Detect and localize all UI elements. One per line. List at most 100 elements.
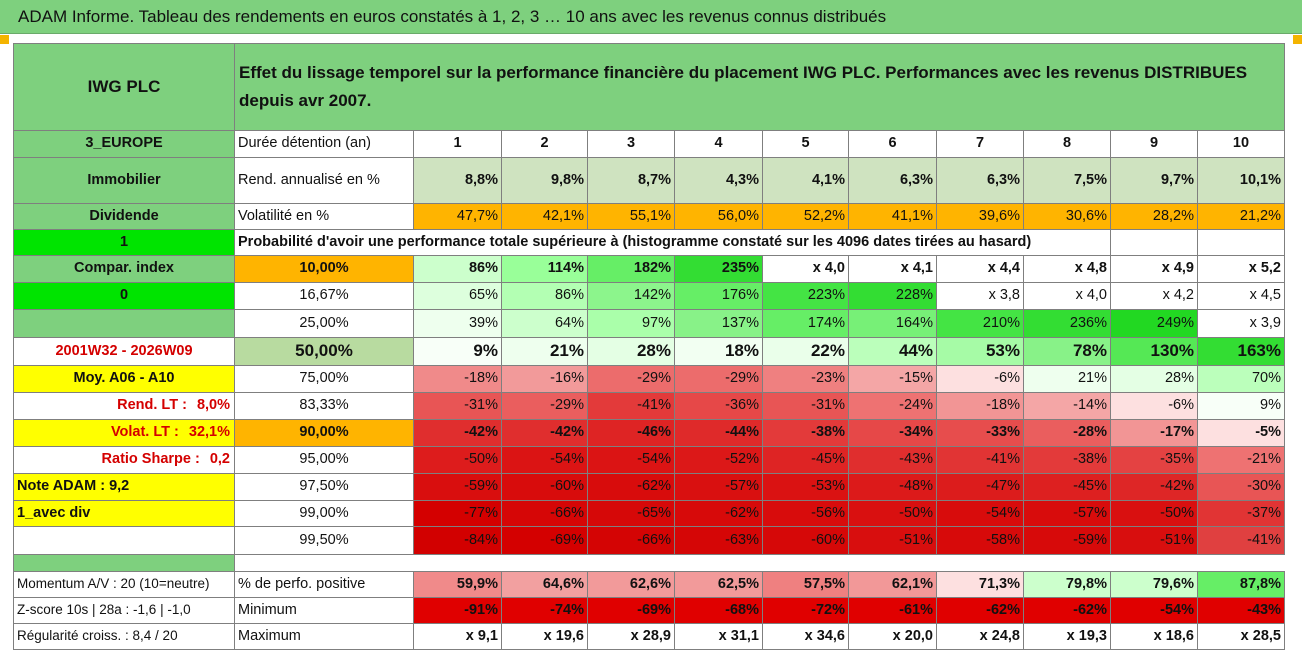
prob-cell: 137% [674, 309, 763, 338]
rend-lt-label-value: 8,0% [196, 397, 230, 414]
prob-cell: 78% [1023, 337, 1111, 366]
prob-cell: -18% [413, 365, 502, 393]
prob-cell: x 3,8 [936, 282, 1024, 310]
duration-header: 9 [1110, 130, 1198, 158]
prob-cell: -23% [762, 365, 849, 393]
prob-cell: -41% [1197, 526, 1285, 555]
footer-stat-label: Z-score 10s | 28a : -1,6 | -1,0 [13, 597, 235, 624]
prob-cell: -50% [413, 446, 502, 474]
prob-cell: -60% [501, 473, 588, 501]
prob-cell: -52% [674, 446, 763, 474]
prob-cell: x 4,4 [936, 255, 1024, 283]
prob-cell: -45% [1023, 473, 1111, 501]
sharpe-label: Ratio Sharpe : 0,2 [13, 446, 235, 474]
vol-cell: 52,2% [762, 203, 849, 230]
vol-cell: 28,2% [1110, 203, 1198, 230]
vol-cell: 39,6% [936, 203, 1024, 230]
footer-cell: -69% [587, 597, 675, 624]
duration-header: 10 [1197, 130, 1285, 158]
threshold-cell: 99,50% [234, 526, 414, 555]
footer-cell: 62,1% [848, 571, 937, 598]
rend-cell: 6,3% [848, 157, 937, 204]
prob-cell: -31% [762, 392, 849, 420]
prob-cell: -43% [848, 446, 937, 474]
threshold-cell: 95,00% [234, 446, 414, 474]
prob-cell: -62% [674, 500, 763, 527]
prob-cell: 182% [587, 255, 675, 283]
prob-cell: 28% [1110, 365, 1198, 393]
prob-cell: 130% [1110, 337, 1198, 366]
prob-cell: -21% [1197, 446, 1285, 474]
rend-cell: 8,7% [587, 157, 675, 204]
prob-cell: -38% [762, 419, 849, 447]
prob-cell: 235% [674, 255, 763, 283]
footer-cell: x 34,6 [762, 623, 849, 650]
duration-header: 6 [848, 130, 937, 158]
prob-cell: -51% [848, 526, 937, 555]
prob-cell: -66% [501, 500, 588, 527]
prob-cell: 9% [413, 337, 502, 366]
prob-cell: -58% [936, 526, 1024, 555]
threshold-cell: 16,67% [234, 282, 414, 310]
prob-cell: 70% [1197, 365, 1285, 393]
duration-header: 3 [587, 130, 675, 158]
prob-cell: -53% [762, 473, 849, 501]
footer-cell: -54% [1110, 597, 1198, 624]
vol-cell: 41,1% [848, 203, 937, 230]
prob-cell: -59% [413, 473, 502, 501]
prob-cell: 97% [587, 309, 675, 338]
prob-cell: -29% [587, 365, 675, 393]
corner-marker-left [0, 35, 9, 44]
rend-cell: 7,5% [1023, 157, 1111, 204]
prob-cell: -77% [413, 500, 502, 527]
blank-label [13, 309, 235, 338]
rend-cell: 10,1% [1197, 157, 1285, 204]
threshold-cell: 99,00% [234, 500, 414, 527]
duration-row-label: Durée détention (an) [234, 130, 414, 158]
volat-lt-label-text: Volat. LT : [110, 424, 179, 441]
footer-cell: -61% [848, 597, 937, 624]
prob-cell: -41% [587, 392, 675, 420]
prob-cell: x 4,9 [1110, 255, 1198, 283]
footer-cell: x 31,1 [674, 623, 763, 650]
footer-cell: 79,6% [1110, 571, 1198, 598]
prob-cell: 142% [587, 282, 675, 310]
prob-cell: -30% [1197, 473, 1285, 501]
prob-cell: 236% [1023, 309, 1111, 338]
prob-cell: -54% [936, 500, 1024, 527]
sharpe-label-value: 0,2 [209, 451, 230, 468]
prob-cell: -33% [936, 419, 1024, 447]
prob-cell: -38% [1023, 446, 1111, 474]
footer-cell: 62,6% [587, 571, 675, 598]
prob-cell: -24% [848, 392, 937, 420]
prob-cell: -14% [1023, 392, 1111, 420]
vol-cell: 47,7% [413, 203, 502, 230]
prob-cell: -46% [587, 419, 675, 447]
footer-cell: x 19,6 [501, 623, 588, 650]
probability-caption: Probabilité d'avoir une performance tota… [234, 229, 1111, 256]
sector-label: Immobilier [13, 157, 235, 204]
prob-cell: -54% [587, 446, 675, 474]
prob-cell: -44% [674, 419, 763, 447]
footer-cell: -62% [1023, 597, 1111, 624]
prob-cell: 228% [848, 282, 937, 310]
performance-table: IWG PLC Effet du lissage temporel sur la… [13, 43, 1285, 650]
vol-cell: 42,1% [501, 203, 588, 230]
vol-cell: 55,1% [587, 203, 675, 230]
prob-cell: -34% [848, 419, 937, 447]
footer-row-label: Minimum [234, 597, 414, 624]
footer-cell: x 18,6 [1110, 623, 1198, 650]
threshold-cell: 25,00% [234, 309, 414, 338]
vol-cell: 30,6% [1023, 203, 1111, 230]
duration-header: 4 [674, 130, 763, 158]
prob-cell: -6% [1110, 392, 1198, 420]
prob-cell: x 4,0 [762, 255, 849, 283]
prob-cell: -15% [848, 365, 937, 393]
footer-cell: 71,3% [936, 571, 1024, 598]
footer-cell: 64,6% [501, 571, 588, 598]
footer-cell: x 28,9 [587, 623, 675, 650]
vol-row-label: Volatilité en % [234, 203, 414, 230]
prob-cell: -69% [501, 526, 588, 555]
prob-cell: x 4,2 [1110, 282, 1198, 310]
rend-cell: 4,3% [674, 157, 763, 204]
